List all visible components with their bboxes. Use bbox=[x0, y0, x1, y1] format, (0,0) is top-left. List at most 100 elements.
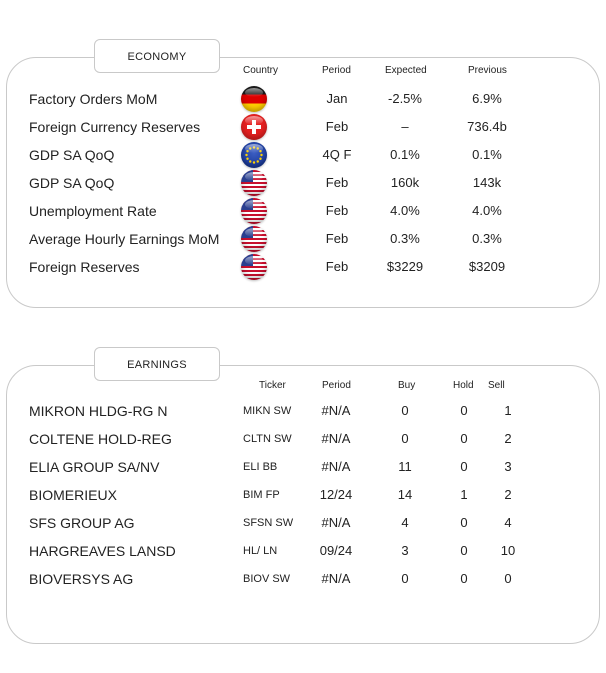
hold-count: 0 bbox=[460, 571, 468, 586]
hold-count: 0 bbox=[460, 459, 468, 474]
company-name: BIOMERIEUX bbox=[29, 487, 117, 503]
buy-count: 4 bbox=[401, 515, 409, 530]
buy-count: 0 bbox=[401, 403, 409, 418]
sell-count: 3 bbox=[504, 459, 512, 474]
table-row: ELIA GROUP SA/NV ELI BB #N/A 11 0 3 bbox=[0, 453, 606, 481]
event-name: Foreign Reserves bbox=[29, 259, 140, 275]
expected-value: -2.5% bbox=[388, 91, 422, 106]
period-value: Feb bbox=[325, 259, 349, 274]
buy-count: 14 bbox=[397, 487, 413, 502]
hold-count: 0 bbox=[460, 515, 468, 530]
economy-header-previous: Previous bbox=[468, 65, 507, 76]
previous-value: 0.1% bbox=[472, 147, 502, 162]
period-value: Feb bbox=[325, 231, 349, 246]
switzerland-flag-icon bbox=[241, 114, 267, 140]
sell-count: 0 bbox=[504, 571, 512, 586]
period-value: 12/24 bbox=[319, 487, 353, 502]
hold-count: 1 bbox=[460, 487, 468, 502]
hold-count: 0 bbox=[460, 543, 468, 558]
expected-value: 4.0% bbox=[390, 203, 420, 218]
table-row: HARGREAVES LANSD HL/ LN 09/24 3 0 10 bbox=[0, 537, 606, 565]
previous-value: 6.9% bbox=[472, 91, 502, 106]
expected-value: $3229 bbox=[386, 259, 424, 274]
period-value: 09/24 bbox=[319, 543, 353, 558]
hold-count: 0 bbox=[460, 431, 468, 446]
sell-count: 2 bbox=[504, 431, 512, 446]
period-value: Feb bbox=[325, 175, 349, 190]
us-flag-icon bbox=[241, 226, 267, 252]
previous-value: 0.3% bbox=[472, 231, 502, 246]
us-flag-icon bbox=[241, 170, 267, 196]
table-row: Foreign Reserves Feb $3229 $3209 bbox=[0, 253, 606, 281]
event-name: GDP SA QoQ bbox=[29, 175, 115, 191]
ticker-value: CLTN SW bbox=[243, 433, 292, 445]
table-row: GDP SA QoQ 4Q F 0.1% 0.1% bbox=[0, 141, 606, 169]
expected-value: 0.1% bbox=[390, 147, 420, 162]
earnings-panel bbox=[6, 365, 600, 644]
table-row: SFS GROUP AG SFSN SW #N/A 4 0 4 bbox=[0, 509, 606, 537]
earnings-header-hold: Hold bbox=[453, 380, 474, 391]
previous-value: 143k bbox=[472, 175, 502, 190]
company-name: ELIA GROUP SA/NV bbox=[29, 459, 160, 475]
ticker-value: HL/ LN bbox=[243, 545, 278, 557]
us-flag-icon bbox=[241, 254, 267, 280]
economy-header-expected: Expected bbox=[385, 65, 427, 76]
period-value: 4Q F bbox=[322, 147, 352, 162]
buy-count: 3 bbox=[401, 543, 409, 558]
us-flag-icon bbox=[241, 198, 267, 224]
buy-count: 0 bbox=[401, 431, 409, 446]
company-name: BIOVERSYS AG bbox=[29, 571, 134, 587]
event-name: Average Hourly Earnings MoM bbox=[29, 231, 220, 247]
sell-count: 2 bbox=[504, 487, 512, 502]
table-row: BIOVERSYS AG BIOV SW #N/A 0 0 0 bbox=[0, 565, 606, 593]
economy-panel bbox=[6, 57, 600, 308]
table-row: GDP SA QoQ Feb 160k 143k bbox=[0, 169, 606, 197]
earnings-tab-label: EARNINGS bbox=[94, 347, 220, 381]
ticker-value: BIM FP bbox=[243, 489, 280, 501]
period-value: #N/A bbox=[321, 515, 351, 530]
previous-value: 736.4b bbox=[467, 119, 507, 134]
period-value: #N/A bbox=[321, 403, 351, 418]
table-row: MIKRON HLDG-RG N MIKN SW #N/A 0 0 1 bbox=[0, 397, 606, 425]
expected-value: 0.3% bbox=[390, 231, 420, 246]
buy-count: 11 bbox=[398, 459, 412, 474]
table-row: Foreign Currency Reserves Feb – 736.4b bbox=[0, 113, 606, 141]
table-row: COLTENE HOLD-REG CLTN SW #N/A 0 0 2 bbox=[0, 425, 606, 453]
table-row: Factory Orders MoM Jan -2.5% 6.9% bbox=[0, 85, 606, 113]
period-value: Feb bbox=[325, 203, 349, 218]
previous-value: 4.0% bbox=[472, 203, 502, 218]
economy-header-country: Country bbox=[243, 65, 279, 76]
ticker-value: ELI BB bbox=[243, 461, 278, 473]
germany-flag-icon bbox=[241, 86, 267, 112]
event-name: Factory Orders MoM bbox=[29, 91, 158, 107]
company-name: SFS GROUP AG bbox=[29, 515, 135, 531]
ticker-value: MIKN SW bbox=[243, 405, 292, 417]
period-value: #N/A bbox=[321, 459, 351, 474]
company-name: MIKRON HLDG-RG N bbox=[29, 403, 168, 419]
table-row: BIOMERIEUX BIM FP 12/24 14 1 2 bbox=[0, 481, 606, 509]
table-row: Unemployment Rate Feb 4.0% 4.0% bbox=[0, 197, 606, 225]
ticker-value: SFSN SW bbox=[243, 517, 294, 529]
buy-count: 0 bbox=[401, 571, 409, 586]
sell-count: 1 bbox=[504, 403, 512, 418]
period-value: Feb bbox=[325, 119, 349, 134]
event-name: GDP SA QoQ bbox=[29, 147, 115, 163]
earnings-header-period: Period bbox=[322, 380, 351, 391]
economy-header-period: Period bbox=[322, 65, 351, 76]
sell-count: 10 bbox=[500, 543, 516, 558]
period-value: #N/A bbox=[321, 431, 351, 446]
earnings-header-ticker: Ticker bbox=[259, 380, 286, 391]
earnings-header-buy: Buy bbox=[398, 380, 416, 391]
hold-count: 0 bbox=[460, 403, 468, 418]
company-name: HARGREAVES LANSD bbox=[29, 543, 176, 559]
eu-flag-icon bbox=[241, 142, 267, 168]
event-name: Foreign Currency Reserves bbox=[29, 119, 201, 135]
earnings-header-sell: Sell bbox=[488, 380, 505, 391]
company-name: COLTENE HOLD-REG bbox=[29, 431, 172, 447]
event-name: Unemployment Rate bbox=[29, 203, 157, 219]
sell-count: 4 bbox=[504, 515, 512, 530]
period-value: Jan bbox=[326, 91, 348, 106]
period-value: #N/A bbox=[321, 571, 351, 586]
expected-value: – bbox=[401, 119, 409, 134]
previous-value: $3209 bbox=[468, 259, 506, 274]
